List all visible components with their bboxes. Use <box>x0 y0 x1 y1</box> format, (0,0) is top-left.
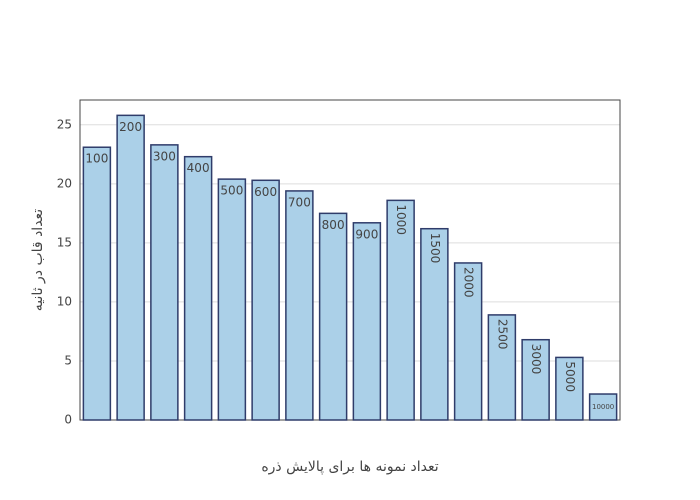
y-tick-label: 15 <box>57 235 72 249</box>
bar-label: 5000 <box>563 361 577 392</box>
bar <box>555 356 584 421</box>
bar-label: 500 <box>220 184 243 198</box>
bar <box>285 190 314 421</box>
y-axis-title: تعداد قاب در ثانیه <box>30 209 46 311</box>
y-tick-label: 5 <box>64 353 72 367</box>
bar <box>150 144 179 421</box>
bar <box>251 179 280 421</box>
bar <box>453 262 483 421</box>
bar-label: 100 <box>85 152 108 166</box>
bar-label: 900 <box>355 227 378 241</box>
y-tick-label: 20 <box>57 176 72 190</box>
bar-label: 10000 <box>592 403 614 411</box>
bar-label: 1000 <box>394 204 408 235</box>
plot-frame <box>79 99 621 421</box>
bar-label: 2500 <box>495 319 509 350</box>
bar <box>352 222 382 421</box>
bar <box>420 227 449 421</box>
bar <box>487 314 517 421</box>
bar <box>183 155 213 421</box>
y-tick-label: 25 <box>57 117 72 131</box>
y-tick-label: 10 <box>57 294 72 308</box>
bar <box>588 393 618 421</box>
bar-label: 700 <box>288 195 311 209</box>
bar <box>82 146 112 421</box>
bar <box>116 114 145 421</box>
bar-label: 600 <box>254 185 277 199</box>
bar-label: 3000 <box>529 344 543 375</box>
bar-label: 400 <box>187 161 210 175</box>
bar-label: 200 <box>119 120 142 134</box>
bar-label: 1500 <box>428 233 442 264</box>
bar-label: 800 <box>322 218 345 232</box>
bar-label: 300 <box>153 149 176 163</box>
bar-label: 2000 <box>462 267 476 298</box>
x-axis-title: تعداد نمونه ها برای پالایش ذره <box>261 459 438 475</box>
bar <box>521 338 550 421</box>
bar <box>386 199 415 421</box>
bar <box>318 212 348 421</box>
y-tick-label: 0 <box>64 413 72 427</box>
bar <box>217 178 247 421</box>
